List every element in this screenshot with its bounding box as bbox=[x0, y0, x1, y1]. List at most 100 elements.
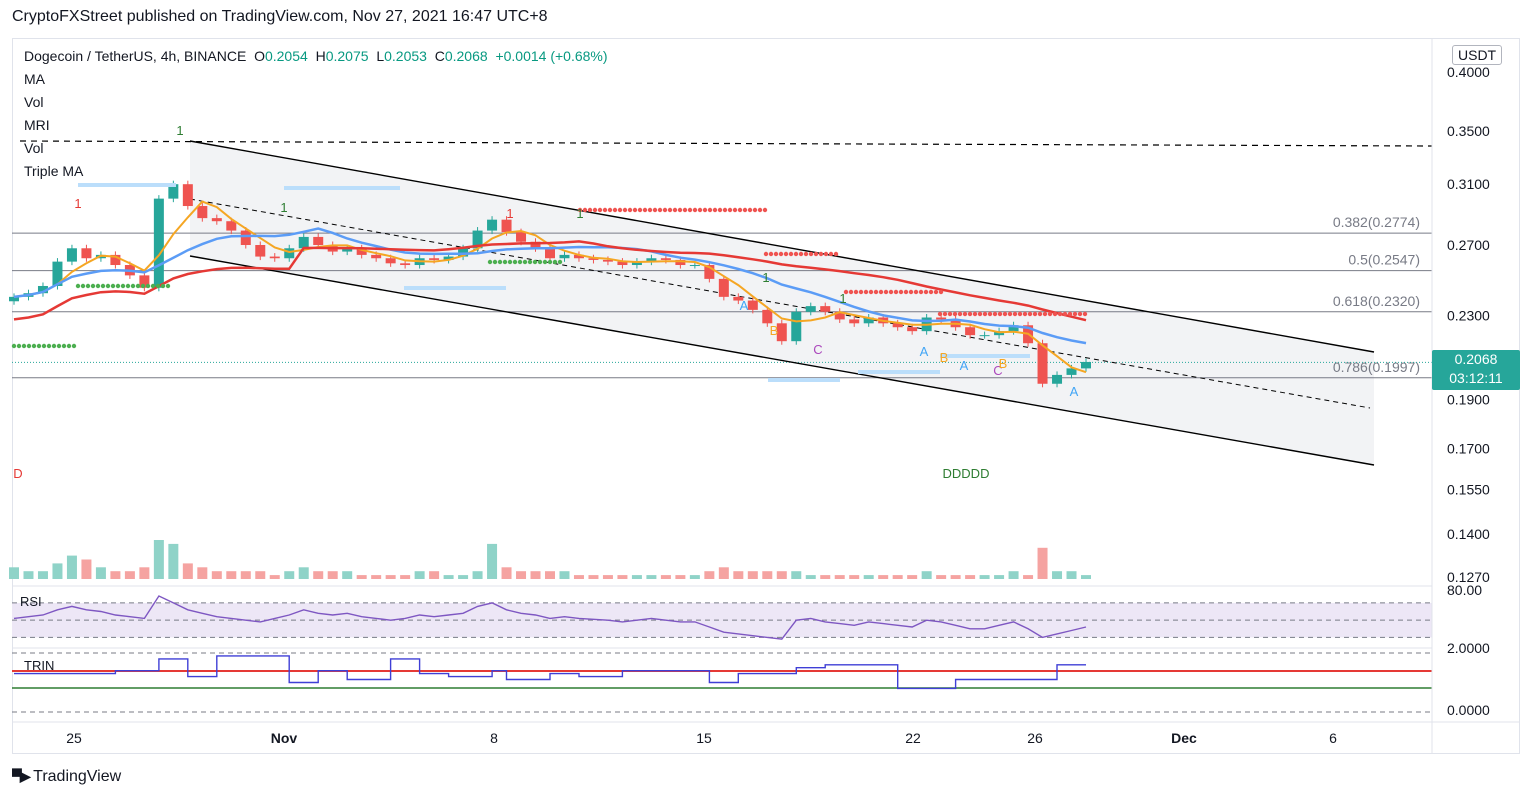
candle-body bbox=[545, 248, 555, 259]
indicator-mri[interactable]: MRI bbox=[24, 117, 50, 133]
resistance-dots bbox=[853, 289, 859, 295]
mri-annotation: 1 bbox=[839, 291, 846, 306]
resistance-dots bbox=[667, 207, 673, 213]
price-tick-label: 0.3500 bbox=[1447, 123, 1490, 139]
candle-body bbox=[834, 311, 845, 320]
volume-bar bbox=[356, 575, 367, 579]
resistance-dots bbox=[878, 289, 884, 295]
ma-fast-line bbox=[13, 200, 1087, 374]
resistance-dots bbox=[697, 207, 703, 213]
volume-bar bbox=[9, 567, 19, 579]
resistance-dots bbox=[947, 311, 953, 317]
support-dots bbox=[517, 259, 523, 265]
resistance-dots bbox=[788, 251, 794, 257]
candle-body bbox=[197, 206, 208, 219]
time-tick-label: 15 bbox=[696, 730, 712, 746]
volume-bar bbox=[385, 575, 396, 579]
indicator-vol-2[interactable]: Vol bbox=[24, 140, 44, 156]
candle-body bbox=[168, 184, 179, 199]
volume-bar bbox=[153, 540, 164, 579]
volume-bar bbox=[1066, 571, 1077, 579]
volume-bar bbox=[936, 575, 947, 579]
support-dots bbox=[110, 283, 116, 289]
volume-bar bbox=[950, 575, 961, 579]
support-dots bbox=[26, 343, 32, 349]
fib-label: 0.786(0.1997) bbox=[1333, 359, 1420, 375]
volume-bar bbox=[646, 575, 657, 579]
resistance-dots bbox=[727, 207, 733, 213]
resistance-dots bbox=[1007, 311, 1013, 317]
volume-bar bbox=[588, 575, 599, 579]
candle-body bbox=[559, 254, 570, 259]
candle-body bbox=[689, 265, 700, 267]
resistance-dots bbox=[722, 207, 728, 213]
resistance-dots bbox=[783, 251, 789, 257]
mri-annotation: B bbox=[940, 350, 949, 365]
last-price-tag: 0.2068 03:12:11 bbox=[1432, 350, 1520, 390]
currency-button[interactable]: USDT bbox=[1452, 45, 1503, 65]
indicator-triple-ma[interactable]: Triple MA bbox=[24, 163, 84, 179]
resistance-dots bbox=[597, 207, 603, 213]
resistance-dots bbox=[823, 251, 829, 257]
support-dots bbox=[46, 343, 52, 349]
mri-annotation: B bbox=[770, 323, 779, 338]
volume-bar bbox=[443, 575, 454, 579]
chart-frame[interactable] bbox=[12, 38, 1520, 754]
time-tick-label: 22 bbox=[905, 730, 921, 746]
resistance-dots bbox=[617, 207, 623, 213]
resistance-dots bbox=[587, 207, 593, 213]
candle-body bbox=[704, 265, 715, 279]
support-dots bbox=[557, 259, 563, 265]
resistance-dots bbox=[813, 251, 819, 257]
resistance-dots bbox=[828, 251, 834, 257]
resistance-dots bbox=[717, 207, 723, 213]
indicator-vol[interactable]: Vol bbox=[24, 94, 44, 110]
candle-body bbox=[9, 296, 19, 302]
resistance-dots bbox=[977, 311, 983, 317]
resistance-dots bbox=[677, 207, 683, 213]
volume-bar bbox=[400, 575, 411, 579]
mri-annotation: A bbox=[1070, 384, 1079, 399]
resistance-dots bbox=[833, 251, 839, 257]
volume-bar bbox=[52, 563, 63, 579]
volume-bar bbox=[704, 571, 715, 579]
volume-bar bbox=[516, 571, 527, 579]
support-dots bbox=[145, 283, 151, 289]
candle-body bbox=[762, 309, 773, 324]
tradingview-logo[interactable]: ▀▶ TradingView bbox=[12, 768, 121, 786]
rsi-label[interactable]: RSI bbox=[20, 594, 42, 609]
support-dots bbox=[115, 283, 121, 289]
mri-annotation: A bbox=[740, 298, 749, 313]
resistance-dots bbox=[612, 207, 618, 213]
volume-bar bbox=[675, 575, 686, 579]
time-tick-label: 26 bbox=[1027, 730, 1043, 746]
resistance-dots bbox=[712, 207, 718, 213]
volume-bar bbox=[849, 575, 860, 579]
rsi-line bbox=[13, 595, 1087, 640]
candle-body bbox=[226, 221, 237, 231]
candle-body bbox=[269, 256, 280, 259]
publisher-line: CryptoFXStreet published on TradingView.… bbox=[12, 8, 548, 25]
resistance-dots bbox=[908, 289, 914, 295]
indicator-ma[interactable]: MA bbox=[24, 71, 45, 87]
volume-bar bbox=[95, 567, 106, 579]
resistance-dots bbox=[1037, 311, 1043, 317]
candle-body bbox=[660, 258, 671, 260]
candle-body bbox=[892, 323, 903, 328]
candle-body bbox=[776, 323, 787, 342]
volume-bar bbox=[733, 571, 744, 579]
candle-body bbox=[501, 219, 512, 233]
resistance-dots bbox=[1027, 311, 1033, 317]
price-tick-label: 0.1900 bbox=[1447, 392, 1490, 408]
bar-countdown: 03:12:11 bbox=[1449, 370, 1503, 386]
price-tick-label: 0.2700 bbox=[1447, 237, 1490, 253]
support-dots bbox=[66, 343, 72, 349]
volume-bar bbox=[458, 575, 469, 579]
trin-label[interactable]: TRIN bbox=[24, 658, 55, 673]
resistance-dots bbox=[602, 207, 608, 213]
resistance-dots bbox=[883, 289, 889, 295]
support-dots bbox=[90, 283, 96, 289]
resistance-dots bbox=[752, 207, 758, 213]
support-dots bbox=[130, 283, 136, 289]
